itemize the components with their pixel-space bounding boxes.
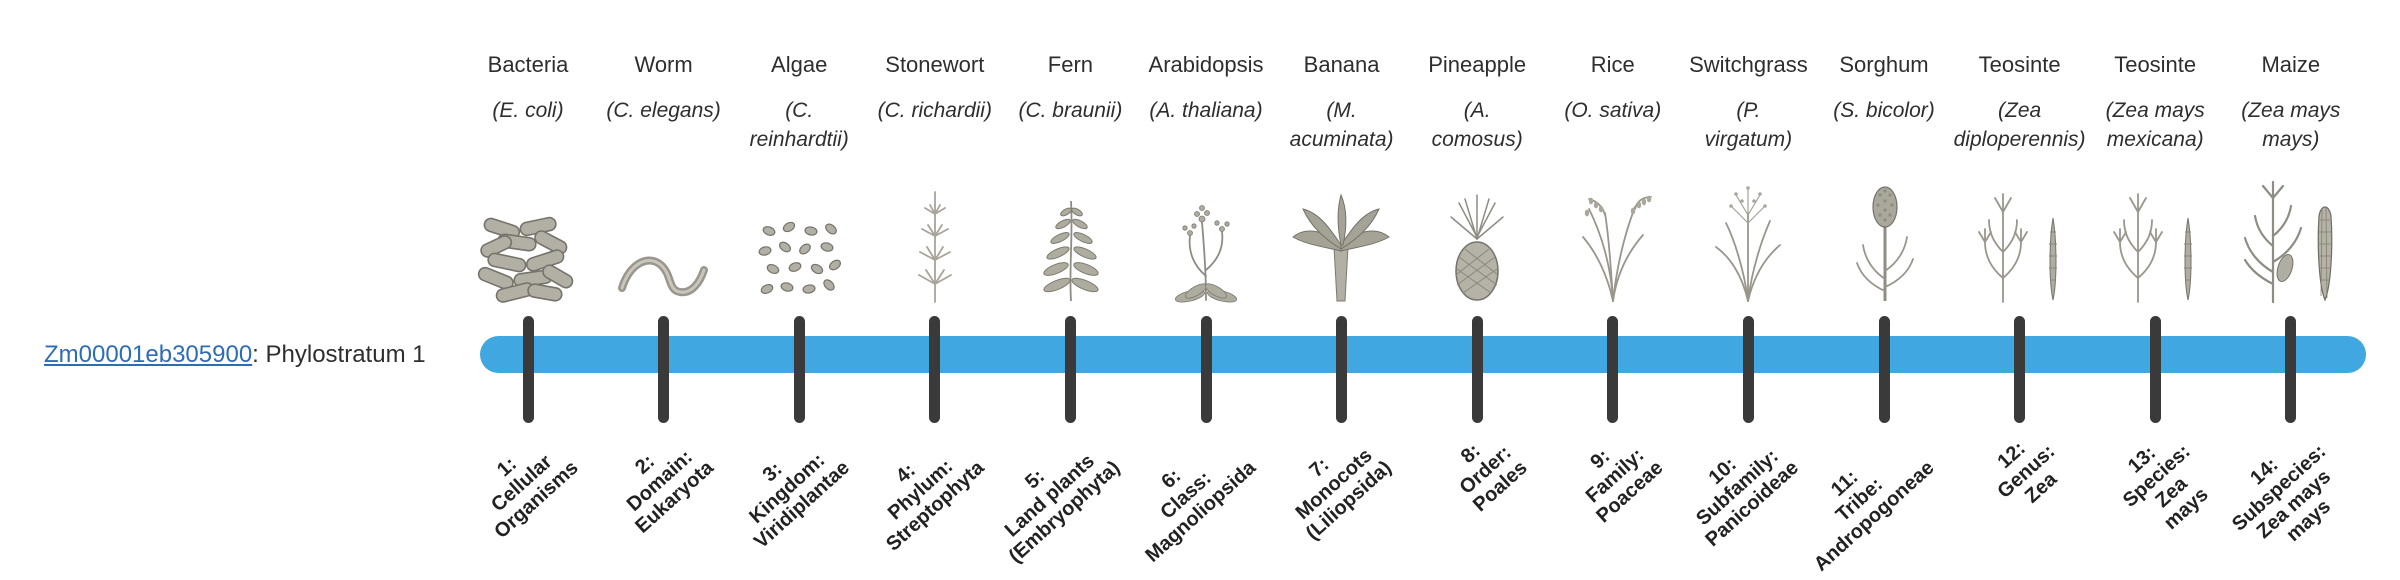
timeline-tick [658,316,670,423]
organism-scientific-name: (C. richardii) [877,99,992,122]
timeline-tick [793,316,805,423]
timeline-tick [1200,316,1212,423]
stratum-column: Worm (C. elegans) 2: Domain: Eukaryota [559,0,769,580]
worm-icon [559,166,769,304]
timeline-tick [2149,316,2161,423]
organism-scientific-name: (C. elegans) [606,99,721,122]
organism-common-name: Teosinte [1978,52,2061,77]
stonewort-icon [830,166,1040,304]
organism-common-name: Sorghum [1839,52,1929,77]
stratum-column: Maize (Zea mays mays) 14: Subspecies: Ze… [2186,0,2396,580]
timeline-tick [522,316,534,423]
timeline-tick [1742,316,1754,423]
algae-icon [694,166,904,304]
organism-common-name: Arabidopsis [1148,52,1264,77]
organism-scientific-name: (C. reinhardtii) [749,99,849,151]
organism-common-name: Pineapple [1428,52,1527,77]
organism-scientific-name: (M. acuminata) [1289,99,1394,151]
stratum-label: 14: Subspecies: Zea mays mays [2227,440,2336,546]
stratum-column: Teosinte (Zea diploperennis) 12: Genus: … [1915,0,2125,580]
fern-icon [965,166,1175,304]
stratum-column: Switchgrass (P. virgatum) 10: Subfamily:… [1643,0,1853,580]
organism-common-name: Bacteria [487,52,569,77]
organism-scientific-name: (A. comosus) [1431,99,1523,151]
organism-common-name: Teosinte [2114,52,2197,77]
phylostratum-text: : Phylostratum 1 [252,341,426,368]
switchgrass-icon [1643,166,1853,304]
organism-common-name: Maize [2261,52,2321,77]
teosinte-icon [2050,166,2260,304]
pineapple-icon [1372,166,1582,304]
bacteria-icon [423,166,633,304]
stratum-column: Sorghum (S. bicolor) 11: Tribe: Andropog… [1779,0,1989,580]
maize-icon [2186,166,2396,304]
organism-scientific-name: (Zea diploperennis) [1953,99,2086,151]
gene-id-link[interactable]: Zm00001eb305900 [44,341,253,368]
timeline-tick [929,316,941,423]
stratum-column: Arabidopsis (A. thaliana) 6: Class: Magn… [1101,0,1311,580]
stratum-column: Fern (C. braunii) 5: Land plants (Embryo… [965,0,1175,580]
organism-scientific-name: (Zea mays mexicana) [2105,99,2205,151]
organism-scientific-name: (Zea mays mays) [2241,99,2341,151]
organism-scientific-name: (S. bicolor) [1833,99,1935,122]
stratum-column: Stonewort (C. richardii) 4: Phylum: Stre… [830,0,1040,580]
organism-scientific-name: (O. sativa) [1564,99,1662,122]
gene-label: Zm00001eb305900: Phylostratum 1 [44,340,426,370]
timeline-tick [1878,316,1890,423]
stratum-column: Banana (M. acuminata) 7: Monocots (Lilio… [1237,0,1447,580]
rice-icon [1508,166,1718,304]
stratum-column: Rice (O. sativa) 9: Family: Poaceae [1508,0,1718,580]
banana-icon [1237,166,1447,304]
organism-scientific-name: (A. thaliana) [1149,99,1263,122]
organism-common-name: Rice [1590,52,1635,77]
organism-common-name: Banana [1303,52,1380,77]
organism-scientific-name: (P. virgatum) [1704,99,1793,151]
stratum-column: Teosinte (Zea mays mexicana) 13: Species… [2050,0,2260,580]
timeline-tick [2014,316,2026,423]
timeline-tick [1471,316,1483,423]
organism-scientific-name: (C. braunii) [1018,99,1123,122]
timeline-tick [1064,316,1076,423]
organism-common-name: Stonewort [885,52,985,77]
timeline-tick [1607,316,1619,423]
organism-scientific-name: (E. coli) [492,99,564,122]
organism-common-name: Fern [1047,52,1094,77]
timeline-tick [2285,316,2297,423]
timeline-tick [1336,316,1348,423]
teosinte-icon [1915,166,2125,304]
organism-common-name: Worm [634,52,693,77]
stratum-column: Bacteria (E. coli) 1: Cellular Organisms [423,0,633,580]
organism-common-name: Algae [771,52,828,77]
sorghum-icon [1779,166,1989,304]
organism-common-name: Switchgrass [1689,52,1808,77]
stratum-column: Pineapple (A. comosus) 8: Order: Poales [1372,0,1582,580]
stratum-column: Algae (C. reinhardtii) 3: Kingdom: Virid… [694,0,904,580]
arabidopsis-icon [1101,166,1311,304]
